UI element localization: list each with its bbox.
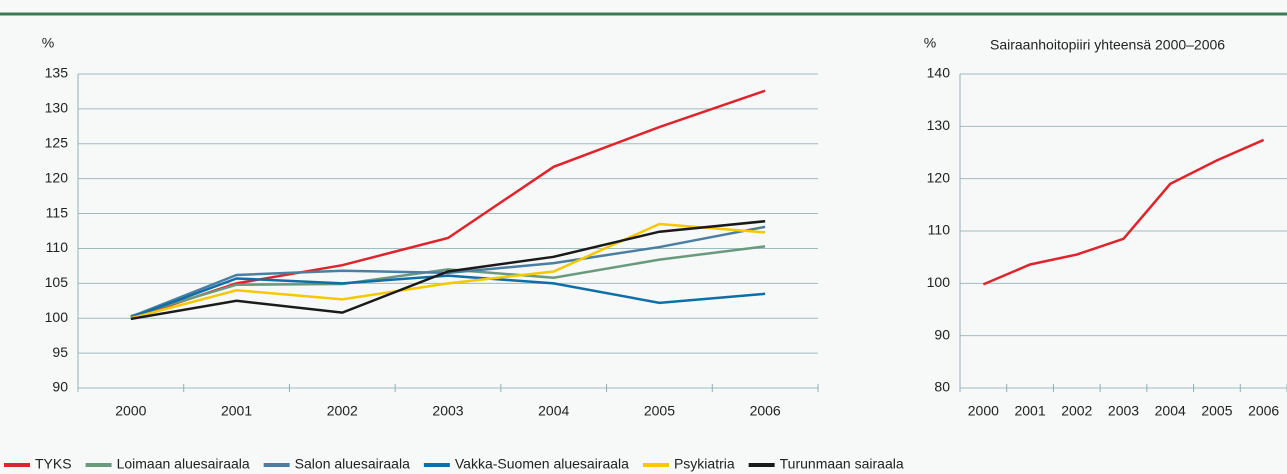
- y-axis-label: %: [924, 35, 936, 51]
- y-tick-label: 110: [46, 239, 69, 255]
- x-tick-label: 2001: [221, 403, 252, 419]
- series-line: [130, 225, 766, 318]
- y-tick-label: 135: [45, 65, 69, 81]
- y-tick-label: 90: [52, 379, 68, 395]
- y-tick-label: 130: [45, 100, 69, 116]
- series-line: [130, 219, 766, 321]
- x-tick-label: 2004: [1155, 403, 1186, 419]
- y-tick-label: 100: [45, 309, 69, 325]
- x-tick-label: 2001: [1014, 403, 1045, 419]
- x-tick-label: 2004: [538, 403, 569, 419]
- x-tick-label: 2006: [1248, 403, 1279, 419]
- x-tick-label: 2002: [1061, 403, 1092, 419]
- legend-label: Loimaan aluesairaala: [117, 456, 250, 472]
- y-tick-label: 95: [52, 344, 68, 360]
- series-line: [130, 274, 766, 319]
- y-tick-label: 140: [927, 65, 951, 81]
- x-tick-label: 2000: [968, 403, 999, 419]
- series-line: [130, 89, 766, 320]
- y-tick-label: 110: [928, 222, 951, 238]
- chart-title: Sairaanhoitopiiri yhteensä 2000–2006: [990, 37, 1225, 53]
- series-line: [130, 222, 766, 320]
- x-tick-label: 2003: [1108, 403, 1139, 419]
- y-tick-label: 130: [927, 117, 951, 133]
- x-tick-label: 2002: [327, 403, 358, 419]
- x-tick-label: 2005: [1201, 403, 1232, 419]
- legend-label: Salon aluesairaala: [295, 456, 410, 472]
- y-tick-label: 80: [934, 379, 950, 395]
- y-tick-label: 120: [927, 169, 951, 185]
- x-tick-label: 2005: [644, 403, 675, 419]
- legend-label: Vakka-Suomen aluesairaala: [455, 456, 629, 472]
- y-tick-label: 115: [46, 204, 69, 220]
- legend-label: Psykiatria: [674, 456, 735, 472]
- y-axis-label: %: [42, 35, 54, 51]
- series-line: [982, 138, 1265, 286]
- x-tick-label: 2006: [750, 403, 781, 419]
- legend-label: TYKS: [35, 456, 72, 472]
- x-tick-label: 2003: [432, 403, 463, 419]
- y-tick-label: 125: [45, 134, 69, 150]
- series-line: [130, 245, 766, 318]
- y-tick-label: 100: [927, 274, 951, 290]
- y-tick-label: 120: [45, 169, 69, 185]
- legend-label: Turunmaan sairaala: [780, 456, 904, 472]
- y-tick-label: 90: [934, 326, 950, 342]
- y-tick-label: 105: [45, 274, 69, 290]
- x-tick-label: 2000: [115, 403, 146, 419]
